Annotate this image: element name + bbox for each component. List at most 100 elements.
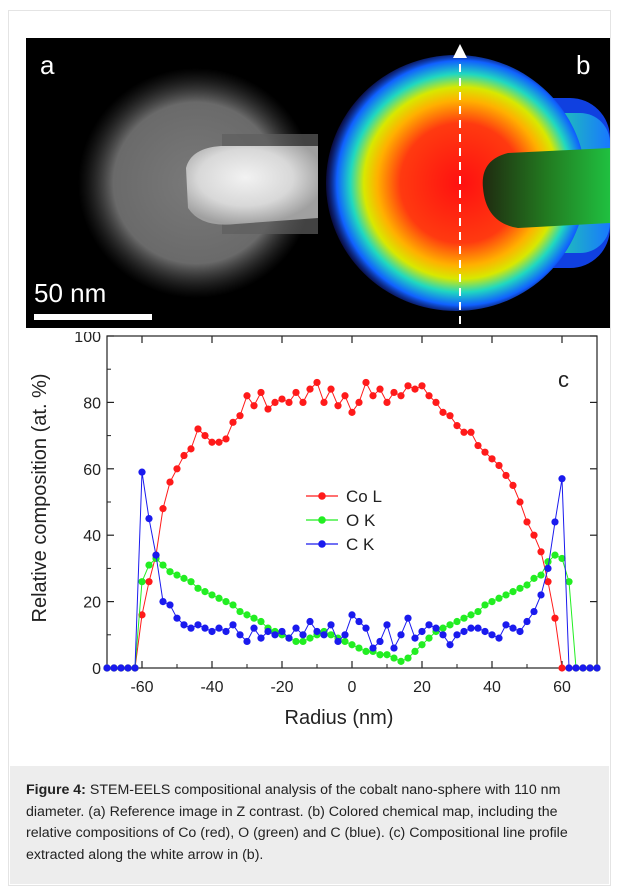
- data-point-o: [502, 591, 510, 599]
- data-point-co: [446, 412, 454, 420]
- data-point-co: [229, 418, 237, 426]
- data-point-c: [453, 631, 461, 639]
- data-point-o: [467, 611, 475, 619]
- data-point-co: [271, 398, 279, 406]
- data-point-o: [145, 561, 153, 569]
- panel-b-letter: b: [576, 50, 591, 80]
- data-point-c: [320, 631, 328, 639]
- data-point-o: [362, 647, 370, 655]
- data-point-o: [166, 568, 174, 576]
- chart-axes: -60 -40 -20 0 20 40 60 0 20 40 60 80 100: [74, 332, 598, 696]
- data-point-co: [215, 438, 223, 446]
- panel-a-letter: a: [40, 50, 55, 80]
- data-point-co: [341, 392, 349, 400]
- scale-bar-label: 50 nm: [34, 278, 107, 308]
- data-point-o: [159, 561, 167, 569]
- data-point-o: [397, 657, 405, 665]
- data-point-c: [551, 518, 559, 526]
- data-point-c: [250, 624, 258, 632]
- data-point-o: [194, 584, 202, 592]
- data-point-c: [593, 664, 601, 672]
- data-point-co: [348, 408, 356, 416]
- data-point-c: [516, 627, 524, 636]
- data-point-o: [250, 614, 258, 622]
- y-tick-label: 20: [83, 595, 101, 612]
- data-point-o: [523, 581, 531, 589]
- data-point-c: [257, 634, 265, 642]
- data-point-o: [411, 647, 419, 655]
- chart-legend: Co L O K C K: [306, 487, 382, 554]
- legend-label-co: Co L: [346, 487, 382, 506]
- data-point-c: [243, 637, 251, 646]
- data-point-c: [467, 624, 475, 632]
- chart-series-layer: [103, 378, 601, 672]
- data-point-co: [264, 405, 272, 413]
- data-point-c: [369, 644, 377, 652]
- data-point-co: [222, 435, 230, 443]
- y-tick-label: 100: [74, 332, 101, 346]
- data-point-c: [194, 621, 202, 629]
- data-point-c: [383, 621, 391, 629]
- data-point-c: [502, 621, 510, 629]
- data-point-c: [446, 641, 454, 649]
- data-point-c: [460, 627, 468, 636]
- data-point-co: [187, 445, 195, 453]
- data-point-co: [390, 388, 398, 397]
- data-point-c: [215, 624, 223, 632]
- data-point-c: [348, 611, 356, 619]
- data-point-co: [173, 465, 181, 473]
- x-tick-label: 40: [483, 679, 501, 696]
- data-point-o: [187, 578, 195, 586]
- figure-caption: Figure 4: STEM-EELS compositional analys…: [10, 766, 609, 884]
- data-point-co: [383, 398, 391, 406]
- data-point-co: [488, 455, 496, 463]
- data-point-o: [446, 621, 454, 629]
- data-point-o: [495, 594, 503, 602]
- data-point-co: [404, 382, 412, 390]
- y-tick-label: 60: [83, 462, 101, 479]
- data-point-o: [383, 651, 391, 659]
- data-point-o: [404, 654, 412, 662]
- data-point-c: [488, 631, 496, 639]
- data-point-o: [355, 644, 363, 652]
- data-point-co: [355, 398, 363, 406]
- data-point-o: [257, 617, 265, 626]
- data-point-o: [425, 634, 433, 642]
- data-point-o: [565, 578, 573, 586]
- data-point-co: [439, 408, 447, 416]
- data-point-o: [229, 601, 237, 609]
- x-tick-label: -20: [270, 679, 293, 696]
- data-point-c: [159, 598, 167, 606]
- data-point-co: [362, 378, 370, 387]
- data-point-c: [523, 617, 531, 626]
- data-point-c: [271, 631, 279, 639]
- data-point-c: [565, 664, 573, 672]
- data-point-co: [397, 392, 405, 400]
- data-point-co: [145, 578, 153, 586]
- data-point-co: [418, 382, 426, 390]
- data-point-o: [481, 601, 489, 609]
- data-point-c: [544, 564, 552, 572]
- data-point-o: [201, 588, 209, 596]
- data-point-c: [292, 624, 300, 632]
- data-point-co: [285, 398, 293, 406]
- data-point-co: [313, 378, 321, 387]
- data-point-co: [502, 471, 510, 480]
- data-point-c: [439, 631, 447, 639]
- data-point-co: [411, 385, 419, 393]
- data-point-c: [306, 617, 314, 626]
- data-point-c: [404, 614, 412, 622]
- data-point-co: [530, 531, 538, 539]
- data-point-c: [341, 631, 349, 639]
- data-point-c: [397, 631, 405, 639]
- data-point-co: [376, 385, 384, 393]
- data-point-co: [243, 392, 251, 400]
- data-point-o: [222, 598, 230, 606]
- data-point-c: [180, 621, 188, 629]
- data-point-c: [103, 664, 111, 672]
- data-point-co: [138, 611, 146, 619]
- data-point-c: [481, 627, 489, 636]
- data-point-o: [439, 624, 447, 632]
- data-point-c: [586, 664, 594, 672]
- data-point-o: [341, 637, 349, 646]
